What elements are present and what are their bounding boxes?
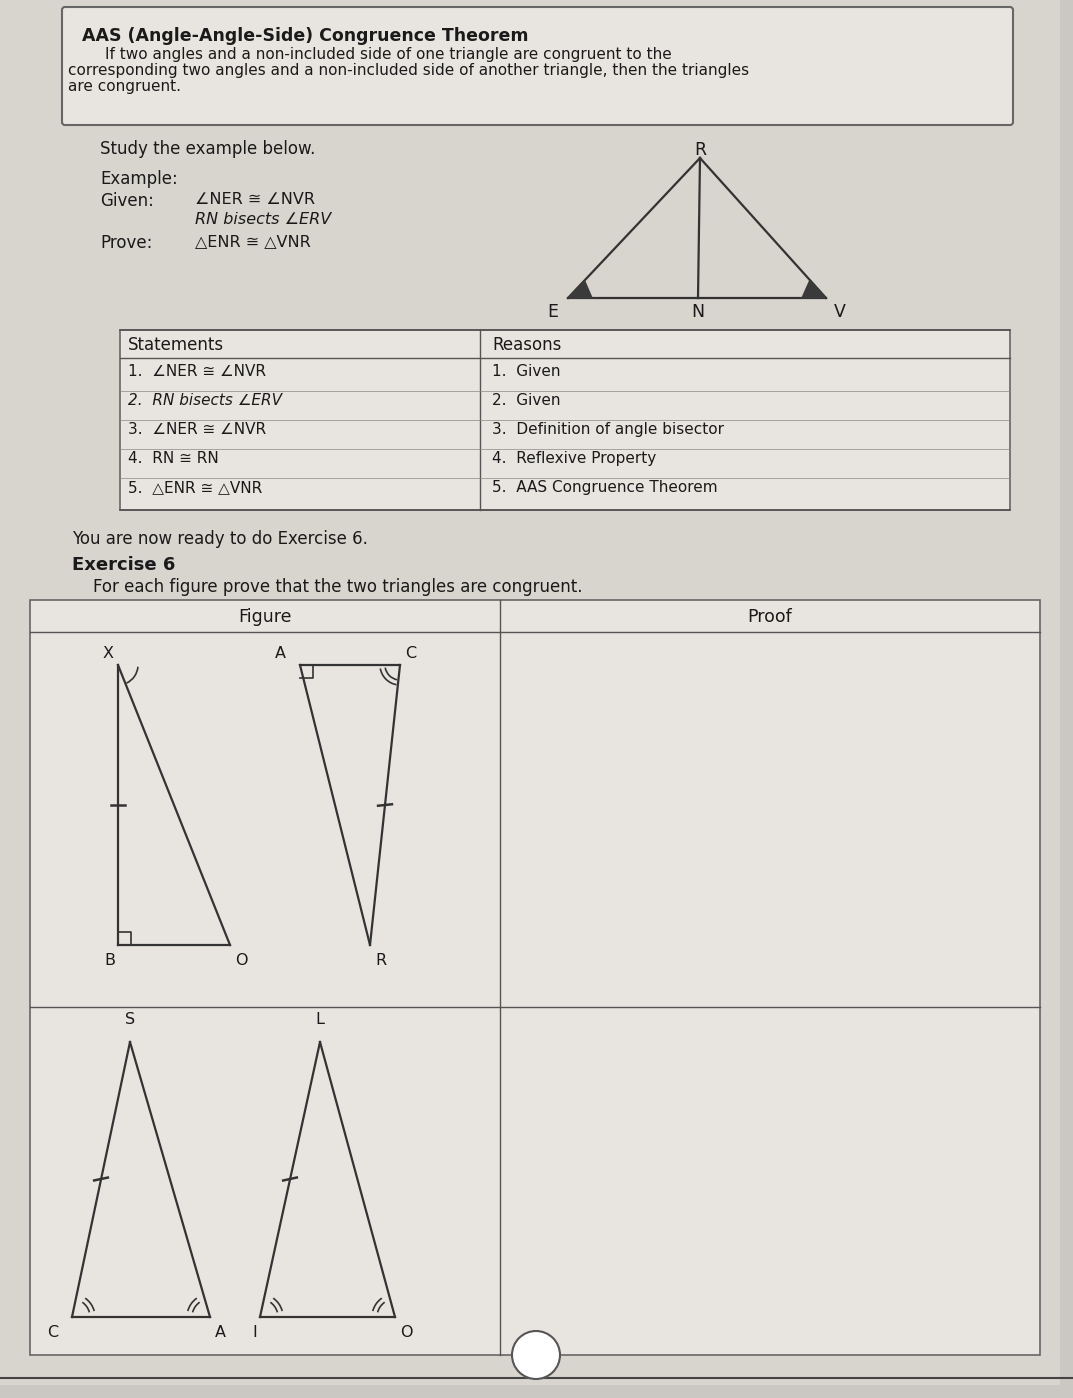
Polygon shape [802,280,826,298]
Text: O: O [235,953,248,967]
Text: Given:: Given: [100,192,153,210]
Text: V: V [834,303,846,322]
Text: 4.  Reflexive Property: 4. Reflexive Property [493,452,657,466]
Text: 2.  Given: 2. Given [493,393,560,408]
Text: Figure: Figure [238,608,292,626]
Circle shape [512,1331,560,1378]
Text: 3.  Definition of angle bisector: 3. Definition of angle bisector [493,422,724,438]
Text: AAS (Angle-Angle-Side) Congruence Theorem: AAS (Angle-Angle-Side) Congruence Theore… [82,27,529,45]
Text: A: A [215,1325,226,1341]
Text: X: X [103,646,114,661]
Text: You are now ready to do Exercise 6.: You are now ready to do Exercise 6. [72,530,368,548]
Text: Example:: Example: [100,171,178,187]
Text: For each figure prove that the two triangles are congruent.: For each figure prove that the two trian… [72,577,583,596]
Text: B: B [104,953,115,967]
Text: ∠NER ≅ ∠NVR: ∠NER ≅ ∠NVR [195,192,315,207]
Text: 4.  RN ≅ RN: 4. RN ≅ RN [128,452,219,466]
Text: Exercise 6: Exercise 6 [72,556,175,575]
Text: If two angles and a non-included side of one triangle are congruent to the: If two angles and a non-included side of… [105,48,672,62]
Text: corresponding two angles and a non-included side of another triangle, then the t: corresponding two angles and a non-inclu… [68,63,749,78]
Text: Study the example below.: Study the example below. [100,140,315,158]
Text: Reasons: Reasons [493,336,561,354]
Bar [120,330,1010,510]
Text: L: L [315,1012,324,1028]
Text: 2.  RN bisects ∠ERV: 2. RN bisects ∠ERV [128,393,282,408]
Text: 3.  ∠NER ≅ ∠NVR: 3. ∠NER ≅ ∠NVR [128,422,266,438]
Text: N: N [691,303,705,322]
Text: C: C [405,646,416,661]
Text: Prove:: Prove: [100,233,152,252]
Text: △ENR ≅ △VNR: △ENR ≅ △VNR [195,233,311,249]
FancyBboxPatch shape [62,7,1013,124]
Text: O: O [400,1325,412,1341]
Text: Statements: Statements [128,336,224,354]
Text: R: R [374,953,386,967]
Bar [30,600,1040,1355]
Text: I: I [252,1325,258,1341]
Text: A: A [275,646,286,661]
Text: 1.  ∠NER ≅ ∠NVR: 1. ∠NER ≅ ∠NVR [128,363,266,379]
Text: are congruent.: are congruent. [68,80,181,94]
Text: E: E [547,303,558,322]
Text: S: S [124,1012,135,1028]
Text: RN bisects ∠ERV: RN bisects ∠ERV [195,212,332,226]
Text: 360: 360 [519,1346,553,1364]
Text: 5.  AAS Congruence Theorem: 5. AAS Congruence Theorem [493,480,718,495]
Text: Proof: Proof [748,608,792,626]
Polygon shape [568,281,592,298]
Text: R: R [694,141,706,159]
Text: 5.  △ENR ≅ △VNR: 5. △ENR ≅ △VNR [128,480,262,495]
Text: 1.  Given: 1. Given [493,363,560,379]
Text: C: C [47,1325,58,1341]
